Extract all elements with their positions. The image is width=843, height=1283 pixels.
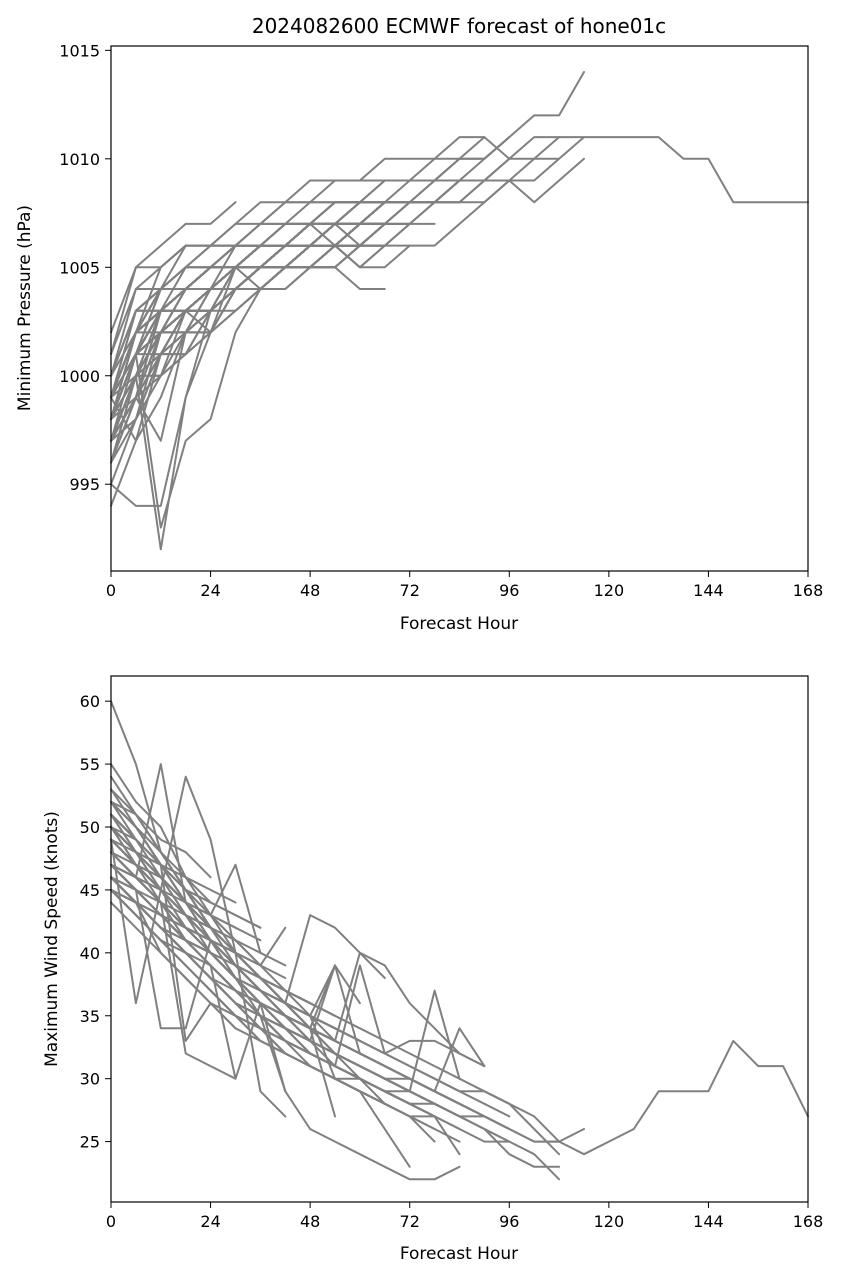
wind-y-tick-label: 55 [80, 755, 100, 774]
wind-y-tick-label: 25 [80, 1133, 100, 1152]
pressure-x-tick-label: 24 [200, 581, 220, 600]
pressure-x-tick-label: 0 [106, 581, 116, 600]
pressure-member-line-8 [110, 157, 461, 399]
wind-x-axis-label: Forecast Hour [400, 1244, 518, 1264]
pressure-member-line-99 [110, 222, 361, 421]
chart-title: 2024082600 ECMWF forecast of hone01c [252, 14, 666, 38]
wind-member-line-14 [110, 775, 486, 1068]
wind-y-tick-label: 35 [80, 1007, 100, 1026]
pressure-y-tick-label: 1000 [59, 367, 100, 386]
pressure-panel: 0 24 48 72 96 120 144 168 995 1000 1005 1010 1015 F… [15, 41, 823, 634]
wind-y-tick-label: 30 [80, 1070, 100, 1089]
wind-member-line-21 [110, 863, 461, 1156]
pressure-x-tick-label: 72 [400, 581, 420, 600]
pressure-series-group [110, 71, 809, 551]
wind-member-line-73 [110, 826, 237, 904]
pressure-y-axis-label: Minimum Pressure (hPa) [15, 205, 35, 411]
wind-member-line-57 [110, 888, 287, 1017]
pressure-member-line-7 [110, 136, 561, 421]
wind-x-tick-label: 72 [400, 1212, 420, 1231]
wind-member-line-76 [110, 863, 212, 917]
pressure-member-line-5 [110, 136, 511, 377]
pressure-x-tick-label: 96 [499, 581, 519, 600]
wind-y-tick-label: 45 [80, 881, 100, 900]
pressure-x-axis-label: Forecast Hour [400, 614, 518, 634]
pressure-y-ticks: 995 1000 1005 1010 1015 [59, 41, 111, 494]
pressure-y-tick-label: 1010 [59, 150, 100, 169]
wind-y-ticks: 25 30 35 40 45 50 55 60 [80, 692, 111, 1152]
wind-member-line-63 [110, 800, 262, 929]
wind-y-tick-label: 60 [80, 692, 100, 711]
pressure-x-ticks: 0 24 48 72 96 120 144 168 [106, 571, 823, 600]
pressure-x-tick-label: 120 [594, 581, 625, 600]
wind-member-line-18 [110, 800, 461, 1105]
pressure-member-line-97 [110, 244, 361, 442]
pressure-y-tick-label: 995 [69, 475, 100, 494]
wind-panel: 0 24 48 72 96 120 144 168 25 30 35 40 45 50 55 60 Fore… [42, 675, 823, 1264]
wind-x-tick-label: 120 [594, 1212, 625, 1231]
wind-x-tick-label: 48 [300, 1212, 320, 1231]
wind-member-line-77 [110, 800, 212, 879]
pressure-x-tick-label: 144 [693, 581, 724, 600]
wind-axes-frame [110, 675, 809, 1203]
wind-x-tick-label: 168 [793, 1212, 824, 1231]
wind-x-tick-label: 96 [499, 1212, 519, 1231]
wind-y-axis-label: Maximum Wind Speed (knots) [42, 811, 62, 1067]
wind-member-line-20 [110, 826, 461, 1118]
wind-series-group [110, 700, 809, 1181]
wind-member-line-74 [110, 876, 212, 929]
wind-member-line-35 [110, 901, 386, 1105]
wind-x-ticks: 0 24 48 72 96 120 144 168 [106, 1202, 823, 1231]
wind-member-line-72 [110, 851, 237, 929]
wind-member-line-78 [110, 888, 212, 942]
pressure-member-line-10 [110, 201, 237, 334]
pressure-y-tick-label: 1015 [59, 41, 100, 60]
wind-member-line-70 [110, 813, 237, 1042]
wind-x-tick-label: 0 [106, 1212, 116, 1231]
pressure-member-line-13 [110, 179, 461, 421]
wind-x-tick-label: 24 [200, 1212, 220, 1231]
pressure-y-tick-label: 1005 [59, 258, 100, 277]
pressure-x-tick-label: 168 [793, 581, 824, 600]
wind-y-tick-label: 50 [80, 818, 100, 837]
wind-x-tick-label: 144 [693, 1212, 724, 1231]
wind-y-tick-label: 40 [80, 944, 100, 963]
wind-member-line-42 [110, 888, 361, 1080]
pressure-axes-frame [110, 45, 809, 572]
pressure-x-tick-label: 48 [300, 581, 320, 600]
wind-member-line-75 [110, 838, 212, 904]
